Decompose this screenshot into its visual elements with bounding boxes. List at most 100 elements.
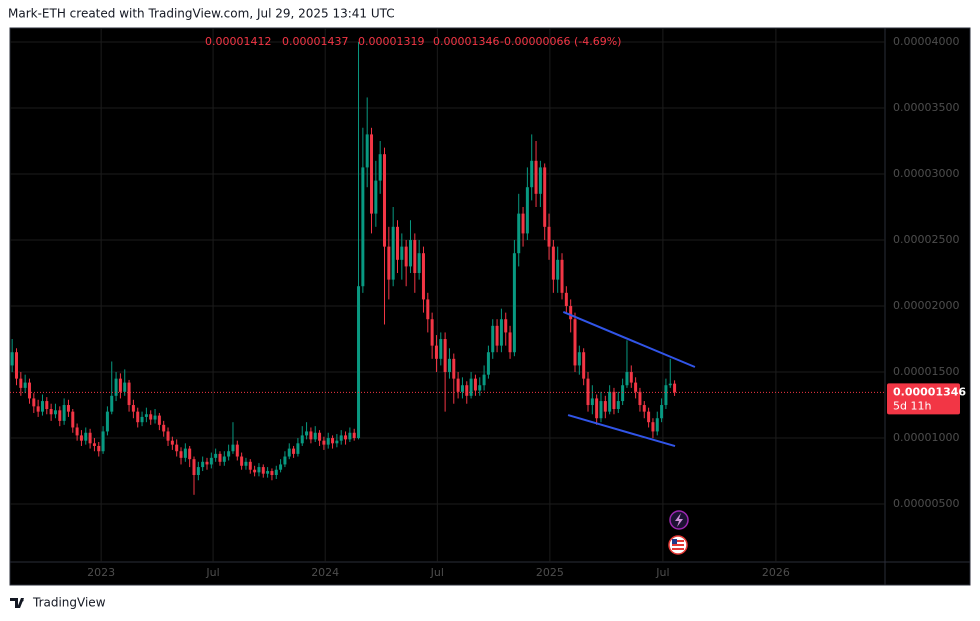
candle-body: [543, 167, 547, 227]
candle-body: [253, 469, 257, 473]
candle-body: [32, 398, 36, 407]
candle-body: [196, 467, 200, 476]
candle-body: [430, 319, 434, 346]
candle-body: [495, 325, 499, 346]
x-tick-label: Jul: [430, 566, 444, 579]
candle-body: [331, 438, 335, 444]
candle-body: [10, 352, 14, 366]
y-tick-label: 0.00001000: [893, 431, 959, 444]
candle-body: [551, 246, 555, 280]
candle-body: [447, 358, 451, 373]
candle-body: [348, 432, 352, 440]
candle-body: [608, 391, 612, 412]
candle-body: [300, 435, 304, 444]
candle-body: [434, 345, 438, 359]
candle-body: [179, 451, 183, 458]
candle-body: [58, 410, 62, 421]
candle-body: [335, 440, 339, 444]
candle-body: [456, 378, 460, 392]
candle-body: [603, 401, 607, 412]
header-high: 0.00001437: [282, 35, 348, 48]
candle-body: [88, 432, 92, 444]
candle-body: [153, 415, 157, 420]
candle-body: [499, 319, 503, 346]
candle-body: [97, 445, 101, 452]
candle-body: [114, 378, 118, 396]
candle-body: [175, 444, 179, 452]
candle-body: [638, 391, 642, 406]
candle-body: [560, 259, 564, 293]
candle-body: [361, 167, 365, 287]
x-tick-label: 2025: [536, 566, 564, 579]
candle-body: [183, 448, 187, 458]
candle-body: [383, 154, 387, 247]
candle-body: [23, 382, 27, 388]
candle-body: [261, 467, 265, 474]
price-tag-price: 0.00001346: [893, 385, 966, 398]
candle-body: [123, 382, 127, 392]
y-tick-label: 0.00003000: [893, 167, 959, 180]
candle-body: [573, 319, 577, 366]
candle-body: [240, 456, 244, 466]
candle-body: [569, 306, 573, 320]
price-tag: [887, 383, 960, 415]
candle-body: [19, 378, 23, 388]
candle-body: [79, 435, 83, 441]
candle-body: [205, 461, 209, 465]
labels: 0.00001412 0.00001437 0.00001319 0.00001…: [87, 35, 966, 579]
candle-body: [231, 444, 235, 452]
candle-body: [352, 432, 356, 439]
x-tick-label: 2023: [87, 566, 115, 579]
candle-body: [92, 443, 96, 446]
candle-body: [309, 431, 313, 440]
candle-body: [564, 292, 568, 307]
candle-body: [292, 448, 296, 454]
candle-body: [235, 444, 239, 457]
logo-text: TradingView: [32, 596, 106, 610]
candle-body: [556, 259, 560, 280]
candles: [10, 41, 885, 495]
candle-body: [629, 372, 633, 383]
candle-body: [188, 448, 192, 460]
candle-body: [27, 382, 31, 399]
candle-body: [62, 405, 66, 421]
candle-body: [318, 432, 322, 441]
candle-body: [547, 226, 551, 247]
candle-body: [270, 471, 274, 476]
candle-body: [612, 391, 616, 409]
candle-body: [634, 382, 638, 392]
trendline: [562, 311, 696, 368]
candle-body: [110, 395, 114, 412]
candle-body: [40, 401, 44, 412]
candle-body: [14, 352, 18, 379]
candle-body: [482, 374, 486, 386]
candle-body: [595, 398, 599, 419]
candle-body: [140, 416, 144, 423]
y-tick-label: 0.00002500: [893, 233, 959, 246]
header-open: 0.00001412: [205, 35, 271, 48]
candle-body: [625, 372, 629, 386]
candle-body: [279, 464, 283, 470]
x-tick-label: 2026: [762, 566, 790, 579]
candle-body: [144, 414, 148, 417]
candle-body: [413, 240, 417, 274]
candle-body: [512, 253, 516, 353]
candle-body: [313, 432, 317, 440]
candle-body: [465, 385, 469, 396]
candle-body: [478, 385, 482, 391]
candle-body: [404, 246, 408, 267]
candle-body: [149, 414, 153, 420]
candle-body: [391, 226, 395, 280]
candle-body: [668, 383, 672, 386]
header-change: -0.00000066 (-4.69%): [500, 35, 621, 48]
flag-stripe: [672, 540, 684, 542]
candle-body: [166, 431, 170, 441]
candle-body: [222, 456, 226, 462]
y-tick-label: 0.00002000: [893, 299, 959, 312]
candle-body: [655, 418, 659, 432]
candle-body: [53, 410, 57, 415]
event-icons: [668, 510, 689, 555]
candle-body: [486, 352, 490, 375]
candle-body: [525, 187, 529, 234]
candle-body: [162, 424, 166, 432]
